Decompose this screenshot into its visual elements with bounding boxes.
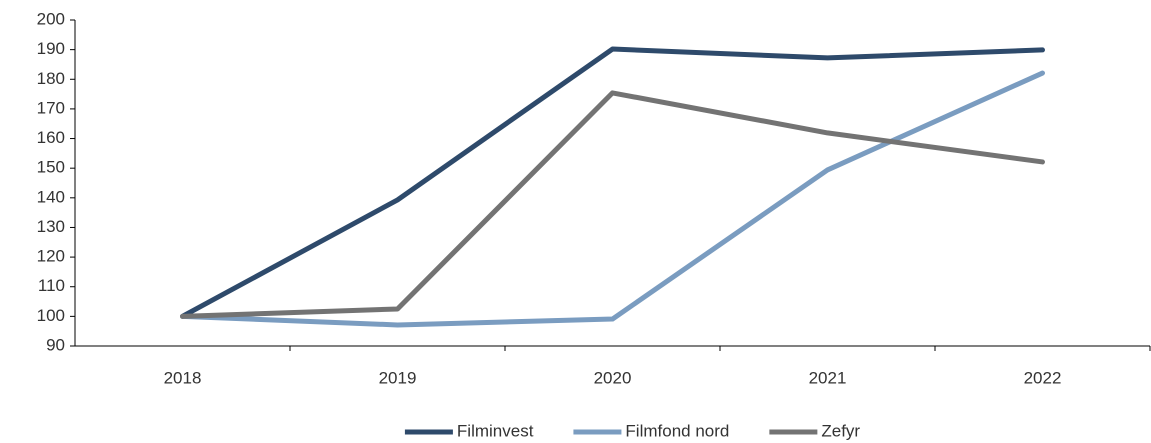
y-tick-label: 170 bbox=[37, 98, 65, 117]
y-tick-label: 120 bbox=[37, 247, 65, 266]
x-tick-label: 2021 bbox=[809, 368, 847, 387]
y-tick-label: 130 bbox=[37, 217, 65, 236]
y-tick-label: 160 bbox=[37, 128, 65, 147]
y-tick-label: 110 bbox=[38, 276, 65, 295]
y-tick-label: 150 bbox=[37, 158, 65, 177]
y-tick-label: 180 bbox=[37, 69, 65, 88]
series-line bbox=[180, 70, 1045, 328]
y-tick-label: 200 bbox=[37, 9, 65, 28]
x-tick-label: 2018 bbox=[164, 368, 202, 387]
x-tick-label: 2022 bbox=[1024, 368, 1062, 387]
series-line bbox=[180, 46, 1045, 319]
y-tick-label: 190 bbox=[37, 39, 65, 58]
legend-label: Zefyr bbox=[821, 421, 860, 440]
series-line bbox=[180, 90, 1045, 319]
y-tick-label: 140 bbox=[37, 187, 65, 206]
legend-label: Filminvest bbox=[457, 421, 534, 440]
legend-label: Filmfond nord bbox=[625, 421, 729, 440]
y-tick-label: 90 bbox=[46, 335, 65, 354]
x-tick-label: 2019 bbox=[379, 368, 417, 387]
y-tick-label: 100 bbox=[37, 306, 65, 325]
x-tick-label: 2020 bbox=[594, 368, 632, 387]
